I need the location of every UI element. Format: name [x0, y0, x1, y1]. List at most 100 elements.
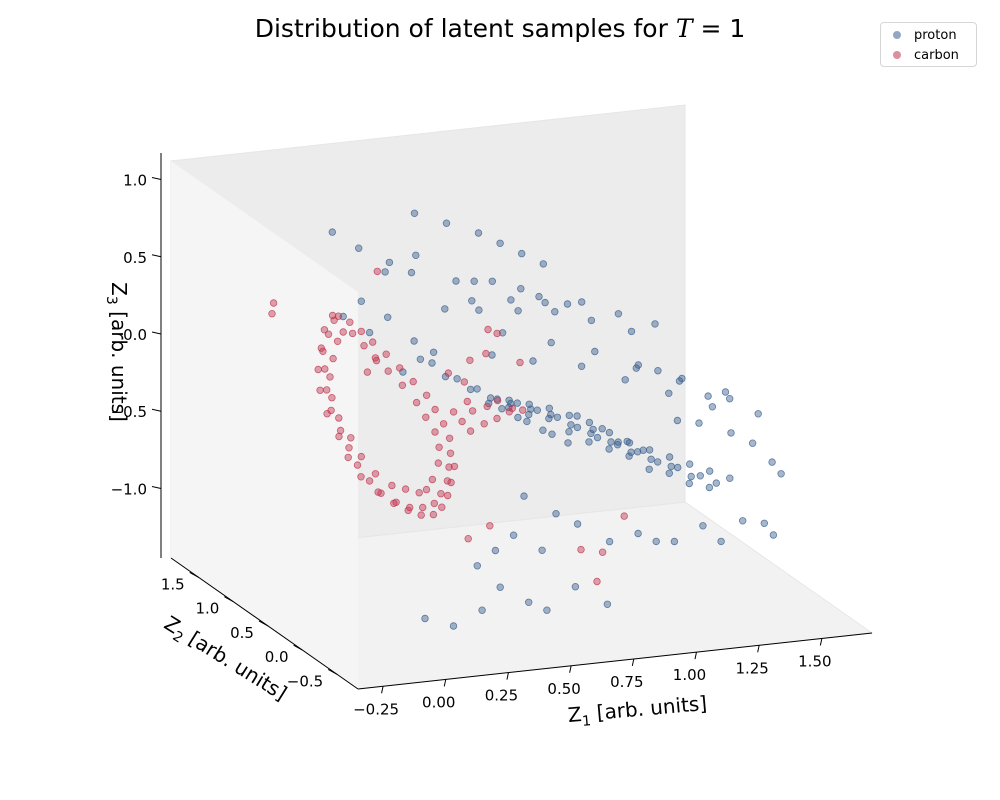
scatter-point-proton: [585, 418, 594, 427]
z-tick-mark: [151, 408, 162, 412]
x-tick-label: 0.25: [485, 687, 518, 705]
x-axis-ticks: −0.25 0.00 0.25 0.50 0.75 1.00 1.25 1.50: [353, 638, 832, 718]
scatter-point-proton: [645, 446, 654, 454]
legend-entry-carbon: carbon: [893, 46, 959, 64]
scatter-point-proton: [429, 348, 438, 356]
scatter-point-carbon: [384, 367, 392, 375]
scatter-point-proton: [760, 519, 768, 527]
scatter-point-proton: [381, 268, 389, 276]
scatter-point-proton: [449, 622, 458, 630]
scatter-point-proton: [565, 428, 573, 436]
scatter-point-carbon: [374, 488, 382, 496]
scatter-point-proton: [591, 347, 599, 356]
scatter-point-carbon: [438, 503, 446, 511]
x-tick-label: 0.75: [610, 673, 643, 691]
x-tick-mark: [381, 686, 384, 694]
scatter-point-proton: [548, 430, 556, 438]
scatter-point-proton: [654, 367, 662, 375]
scatter-point-carbon: [396, 364, 404, 372]
scatter-point-proton: [468, 297, 476, 305]
scatter-point-carbon: [334, 312, 343, 320]
scatter-point-proton: [607, 438, 615, 446]
z-tick-mark: [151, 177, 162, 181]
scatter-point-carbon: [353, 461, 362, 469]
scatter-point-proton: [651, 320, 659, 328]
scatter-point-proton: [667, 462, 675, 471]
scatter-point-carbon: [382, 350, 390, 358]
scatter-point-proton: [365, 328, 374, 337]
scatter-point-proton: [545, 404, 553, 412]
scatter-point-proton: [498, 405, 506, 413]
scatter-point-proton: [777, 470, 785, 478]
scatter-point-proton: [475, 306, 483, 314]
scatter-point-proton: [466, 385, 475, 394]
scatter-point-proton: [589, 425, 597, 434]
x-tick-mark: [569, 665, 572, 673]
scatter-point-proton: [525, 400, 533, 408]
scatter-point-proton: [587, 316, 596, 325]
scatter-points: [268, 209, 785, 630]
chart-title: Distribution of latent samples for T = 1: [254, 14, 746, 43]
scatter-point-carbon: [431, 405, 439, 414]
scatter-point-proton: [754, 410, 762, 418]
scatter-point-proton: [727, 429, 735, 437]
scatter-point-proton: [421, 614, 429, 623]
scatter-point-carbon: [404, 506, 412, 515]
z-tick-mark: [151, 485, 162, 489]
scatter-point-proton: [686, 460, 694, 468]
scatter-point-proton: [538, 546, 546, 554]
scatter-point-carbon: [357, 473, 365, 481]
scatter-point-proton: [647, 455, 655, 463]
scatter-point-proton: [441, 305, 449, 313]
scatter-point-proton: [533, 406, 541, 414]
scatter-point-proton: [442, 219, 451, 227]
scatter-point-proton: [545, 414, 553, 423]
scatter-point-proton: [717, 537, 725, 546]
scatter-point-proton: [416, 355, 425, 363]
scatter-point-carbon: [446, 449, 455, 457]
legend-marker-proton: [893, 31, 901, 39]
scatter-point-proton: [573, 423, 582, 432]
scatter-point-proton: [652, 537, 660, 546]
scatter-point-carbon: [435, 443, 443, 451]
scatter-point-carbon: [373, 267, 381, 276]
scatter-point-proton: [578, 298, 586, 306]
z-tick-mark: [151, 331, 162, 335]
scatter-point-carbon: [346, 318, 354, 326]
scatter-point-proton: [553, 413, 562, 421]
scatter-point-proton: [687, 472, 695, 481]
scatter-point-proton: [696, 472, 704, 480]
legend-entry-proton: proton: [893, 26, 957, 44]
scatter-point-proton: [523, 417, 531, 426]
x-tick-label: 1.25: [735, 659, 768, 677]
x-tick-mark: [631, 658, 635, 667]
scatter-point-proton: [598, 425, 606, 433]
scatter-point-proton: [539, 260, 547, 268]
scatter-point-proton: [587, 429, 595, 438]
scatter-point-proton: [564, 439, 572, 447]
scatter-point-proton: [488, 277, 496, 285]
scatter-point-carbon: [439, 420, 448, 428]
scatter-point-proton: [552, 510, 560, 518]
scatter-point-proton: [514, 413, 522, 422]
x-tick-mark: [757, 645, 760, 653]
scatter-point-proton: [505, 396, 513, 404]
scatter-point-carbon: [328, 311, 337, 320]
scatter-point-carbon: [314, 365, 322, 374]
scatter-point-carbon: [398, 381, 407, 389]
scatter-point-carbon: [450, 462, 459, 471]
scatter-point-proton: [621, 376, 629, 384]
scatter-point-proton: [478, 606, 486, 614]
scatter-point-proton: [520, 492, 528, 500]
scatter-point-proton: [470, 277, 478, 285]
scatter-point-carbon: [428, 475, 437, 484]
scatter-point-carbon: [329, 354, 337, 363]
scatter-point-carbon: [268, 310, 276, 318]
z-tick-label: −0.5: [111, 403, 147, 421]
scatter-point-carbon: [344, 453, 352, 462]
scatter-point-carbon: [445, 463, 453, 471]
scatter-point-proton: [509, 531, 518, 539]
z-tick-label: 0.5: [123, 249, 147, 267]
scatter-point-proton: [673, 416, 682, 425]
scatter-point-proton: [539, 426, 547, 434]
